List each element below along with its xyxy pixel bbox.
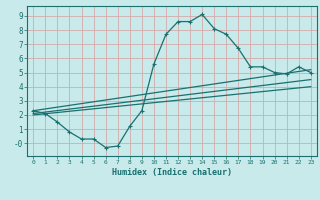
X-axis label: Humidex (Indice chaleur): Humidex (Indice chaleur)	[112, 168, 232, 177]
